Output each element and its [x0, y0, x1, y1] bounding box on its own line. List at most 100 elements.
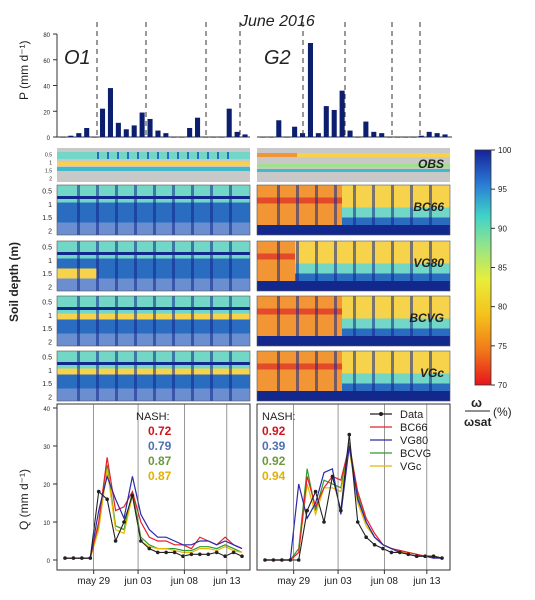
colorbar: [474, 149, 492, 386]
heatmap-y-tick-label: 1: [48, 368, 52, 375]
precip-bar-o1: [210, 137, 216, 138]
colorbar-tick-label: 100: [498, 146, 512, 155]
precip-bar-o1: [234, 131, 240, 137]
heatmap-streak: [410, 296, 413, 346]
nash-score-g2: 0.92: [262, 424, 286, 438]
colorbar-tick-label: 95: [498, 185, 507, 194]
heatmap-y-tick-label: 1: [48, 202, 52, 209]
discharge-y-tick-label: 0: [47, 559, 51, 565]
discharge-point-o1: [105, 497, 109, 502]
discharge-lines-o1: [63, 457, 244, 560]
discharge-point-o1: [130, 493, 135, 498]
heatmap-streak: [353, 296, 356, 346]
colorbar-tick-label: 75: [498, 342, 507, 351]
heatmap-streak: [96, 241, 99, 291]
heatmap-y-tick-label: 1.5: [42, 215, 52, 222]
heatmap-streak: [353, 351, 356, 401]
heatmap-streak: [296, 185, 299, 235]
heatmap-streak: [77, 241, 80, 291]
soil-depth-label: Soil depth (m): [7, 242, 21, 322]
heatmap-border: [256, 240, 451, 292]
discharge-point-o1: [198, 552, 202, 557]
heatmap-row-label: VGc: [420, 366, 444, 380]
discharge-point-g2: [355, 520, 360, 524]
heatmap-streak: [429, 185, 432, 235]
precip-bar-o1: [84, 127, 90, 137]
heatmap-band: [257, 296, 342, 336]
precip-bar-g2: [379, 133, 385, 137]
discharge-point-o1: [164, 550, 168, 555]
precip-bar-o1: [202, 137, 208, 138]
heatmap-border: [56, 184, 251, 236]
heatmap-band: [57, 162, 250, 166]
heatmap-streak: [229, 351, 232, 401]
precip-bar-o1: [195, 117, 201, 137]
heatmap-streak: [410, 241, 413, 291]
heatmap-streak: [77, 296, 80, 346]
heatmap-streak: [372, 241, 375, 291]
precip-bar-o1: [139, 112, 145, 137]
heatmap-streak: [372, 296, 375, 346]
heatmap-streak: [96, 296, 99, 346]
heatmap-band: [342, 185, 450, 208]
heatmap-streak: [372, 185, 375, 235]
heatmap-y-tick-label: 2: [48, 395, 52, 402]
heatmap-streak: [315, 185, 318, 235]
precip-bar-g2: [331, 109, 337, 137]
nash-score-g2: 0.39: [262, 439, 286, 453]
heatmap-streak: [210, 351, 213, 401]
heatmap-streak: [167, 152, 169, 159]
precip-bar-g2: [355, 137, 361, 138]
discharge-point-g2: [339, 508, 343, 513]
precip-bar-g2: [339, 90, 345, 137]
nash-score-g2: 0.92: [262, 454, 286, 468]
colorbar-ticks: 70 75 80 85 90 95 100: [491, 146, 512, 390]
precip-y-tick-label: 60: [43, 59, 50, 65]
heatmap-streak: [296, 351, 299, 401]
nash-scores-g2: NASH:0.920.390.920.94: [262, 411, 296, 483]
precip-bar-o1: [147, 118, 153, 137]
precip-bar-g2: [276, 120, 282, 137]
heatmap-band: [257, 185, 342, 225]
discharge-point-o1: [172, 550, 177, 555]
discharge-x-tick-label: jun 03: [123, 576, 152, 587]
nash-score-o1: 0.79: [148, 439, 172, 453]
precip-bar-g2: [418, 135, 424, 137]
discharge-point-g2: [271, 558, 276, 562]
legend-marker: [379, 412, 383, 416]
heatmap-band: [257, 308, 342, 315]
heatmap-y-tick-label: 1.5: [42, 326, 52, 333]
heatmap-band: [342, 207, 450, 218]
heatmap-streak: [315, 296, 318, 346]
heatmap-streak: [429, 241, 432, 291]
discharge-x-tick-label: jun 08: [170, 576, 199, 587]
discharge-frame-g2: [256, 403, 451, 571]
heatmap-o1-bc66: [56, 184, 251, 236]
heatmap-streak: [296, 241, 299, 291]
heatmap-y-tick-label: 0.5: [45, 153, 52, 159]
discharge-x-tick-label: jun 08: [370, 576, 399, 587]
heatmap-streak: [172, 241, 175, 291]
heatmap-o1-obs: [57, 148, 250, 182]
precip-bar-o1: [68, 135, 74, 137]
precip-bar-o1: [226, 108, 232, 137]
discharge-point-o1: [122, 520, 126, 524]
heatmap-border: [56, 295, 251, 347]
heatmap-streak: [429, 351, 432, 401]
discharge-lines-g2: [263, 432, 444, 562]
precip-bar-g2: [410, 137, 416, 138]
heatmap-streak: [372, 351, 375, 401]
discharge-point-g2: [263, 558, 267, 562]
discharge-x-tick-label: jun 13: [212, 576, 241, 587]
discharge-x-tick-label: may 29: [277, 576, 310, 587]
precip-bar-g2: [307, 43, 313, 138]
heatmap-streak: [77, 351, 80, 401]
heatmap-border: [56, 350, 251, 402]
soil-moisture-heatmaps: OBS 0.5 1 1.5 2 BC66 0.5 1 1.5 2 VG80 0.5 1 1.5 2 BCVG 0…: [42, 148, 451, 402]
heatmap-streak: [296, 296, 299, 346]
heatmap-o1-vgc: [56, 350, 251, 402]
heatmap-streak: [391, 185, 394, 235]
precip-bar-g2: [442, 134, 448, 137]
discharge-x-tick-label: jun 13: [412, 576, 441, 587]
